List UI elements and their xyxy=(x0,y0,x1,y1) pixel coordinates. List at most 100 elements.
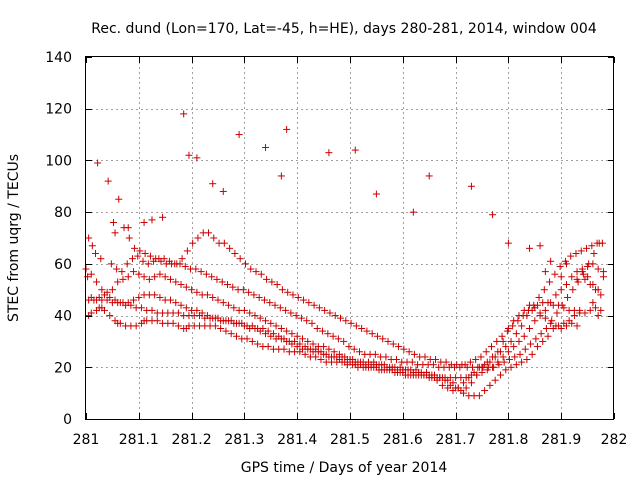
data-point xyxy=(342,317,350,325)
data-point xyxy=(438,381,446,389)
data-point xyxy=(540,286,548,294)
data-point xyxy=(98,286,106,294)
data-point xyxy=(551,270,559,278)
data-point xyxy=(236,255,244,263)
data-point xyxy=(491,376,499,384)
data-point xyxy=(531,317,539,325)
data-point xyxy=(219,187,227,195)
x-tick-label: 281.6 xyxy=(383,432,423,448)
data-point xyxy=(478,368,486,376)
data-point xyxy=(263,275,271,283)
data-point xyxy=(573,322,581,330)
data-point xyxy=(507,363,515,371)
data-point xyxy=(507,337,515,345)
data-point xyxy=(130,296,138,304)
data-point xyxy=(568,273,576,281)
x-tick-label: 281.5 xyxy=(330,432,370,448)
data-point xyxy=(294,293,302,301)
data-point xyxy=(115,195,123,203)
data-point xyxy=(308,319,316,327)
data-point xyxy=(124,273,132,281)
data-point xyxy=(128,255,136,263)
data-point xyxy=(214,314,222,322)
data-point xyxy=(572,250,580,258)
data-point xyxy=(577,247,585,255)
data-point xyxy=(103,296,111,304)
data-point xyxy=(568,319,576,327)
data-point xyxy=(235,319,243,327)
data-point xyxy=(225,317,233,325)
data-point xyxy=(136,247,144,255)
data-point xyxy=(123,260,131,268)
data-point xyxy=(166,275,174,283)
data-point xyxy=(494,348,502,356)
data-point xyxy=(514,317,522,325)
data-point xyxy=(148,216,156,224)
data-point xyxy=(356,348,364,356)
data-point xyxy=(313,325,321,332)
y-axis-label: STEC from uqrg / TECUs xyxy=(6,154,22,322)
data-point xyxy=(276,304,284,312)
data-point xyxy=(243,335,251,343)
data-point xyxy=(241,260,249,268)
data-point xyxy=(489,211,497,219)
data-point xyxy=(87,309,95,317)
data-point xyxy=(336,314,344,322)
data-point xyxy=(345,343,353,351)
data-point xyxy=(373,332,381,340)
data-point xyxy=(260,296,268,304)
data-point xyxy=(193,306,201,314)
data-point xyxy=(181,262,189,270)
data-point xyxy=(303,317,311,325)
data-point xyxy=(527,340,535,348)
data-point xyxy=(178,255,186,263)
data-point xyxy=(330,348,338,356)
data-point xyxy=(240,322,248,330)
data-point xyxy=(317,356,325,364)
data-point xyxy=(118,268,126,276)
data-point xyxy=(324,330,332,338)
data-point xyxy=(523,356,531,364)
data-point xyxy=(489,353,497,361)
data-point xyxy=(245,288,253,296)
data-point xyxy=(512,361,520,369)
data-point xyxy=(520,332,528,340)
data-point xyxy=(214,296,222,304)
data-point xyxy=(262,330,270,338)
data-point xyxy=(173,260,181,268)
data-point xyxy=(533,343,541,351)
data-point xyxy=(108,286,116,294)
data-point xyxy=(475,392,483,400)
data-point xyxy=(590,250,598,258)
data-point xyxy=(541,306,549,314)
data-point xyxy=(277,335,285,343)
data-point xyxy=(547,257,555,265)
data-point xyxy=(544,332,552,340)
data-point xyxy=(526,244,534,252)
data-point xyxy=(536,242,544,250)
data-point xyxy=(569,286,577,294)
data-point xyxy=(477,353,485,361)
data-point xyxy=(289,291,297,299)
data-point xyxy=(371,350,379,358)
data-point xyxy=(283,337,291,345)
data-point xyxy=(227,330,235,338)
data-point xyxy=(137,304,145,312)
data-point xyxy=(472,356,480,364)
data-point xyxy=(284,288,292,296)
data-point xyxy=(156,270,164,278)
grid-layer xyxy=(86,57,614,419)
data-point xyxy=(193,288,201,296)
data-point xyxy=(156,293,164,301)
data-point xyxy=(109,218,117,226)
data-point xyxy=(539,337,547,345)
data-point xyxy=(257,270,265,278)
data-point xyxy=(499,337,507,345)
data-point xyxy=(224,281,232,289)
data-point xyxy=(462,384,470,392)
data-point xyxy=(334,335,342,343)
data-point xyxy=(230,304,238,312)
data-point xyxy=(248,337,256,345)
data-point xyxy=(93,278,101,286)
